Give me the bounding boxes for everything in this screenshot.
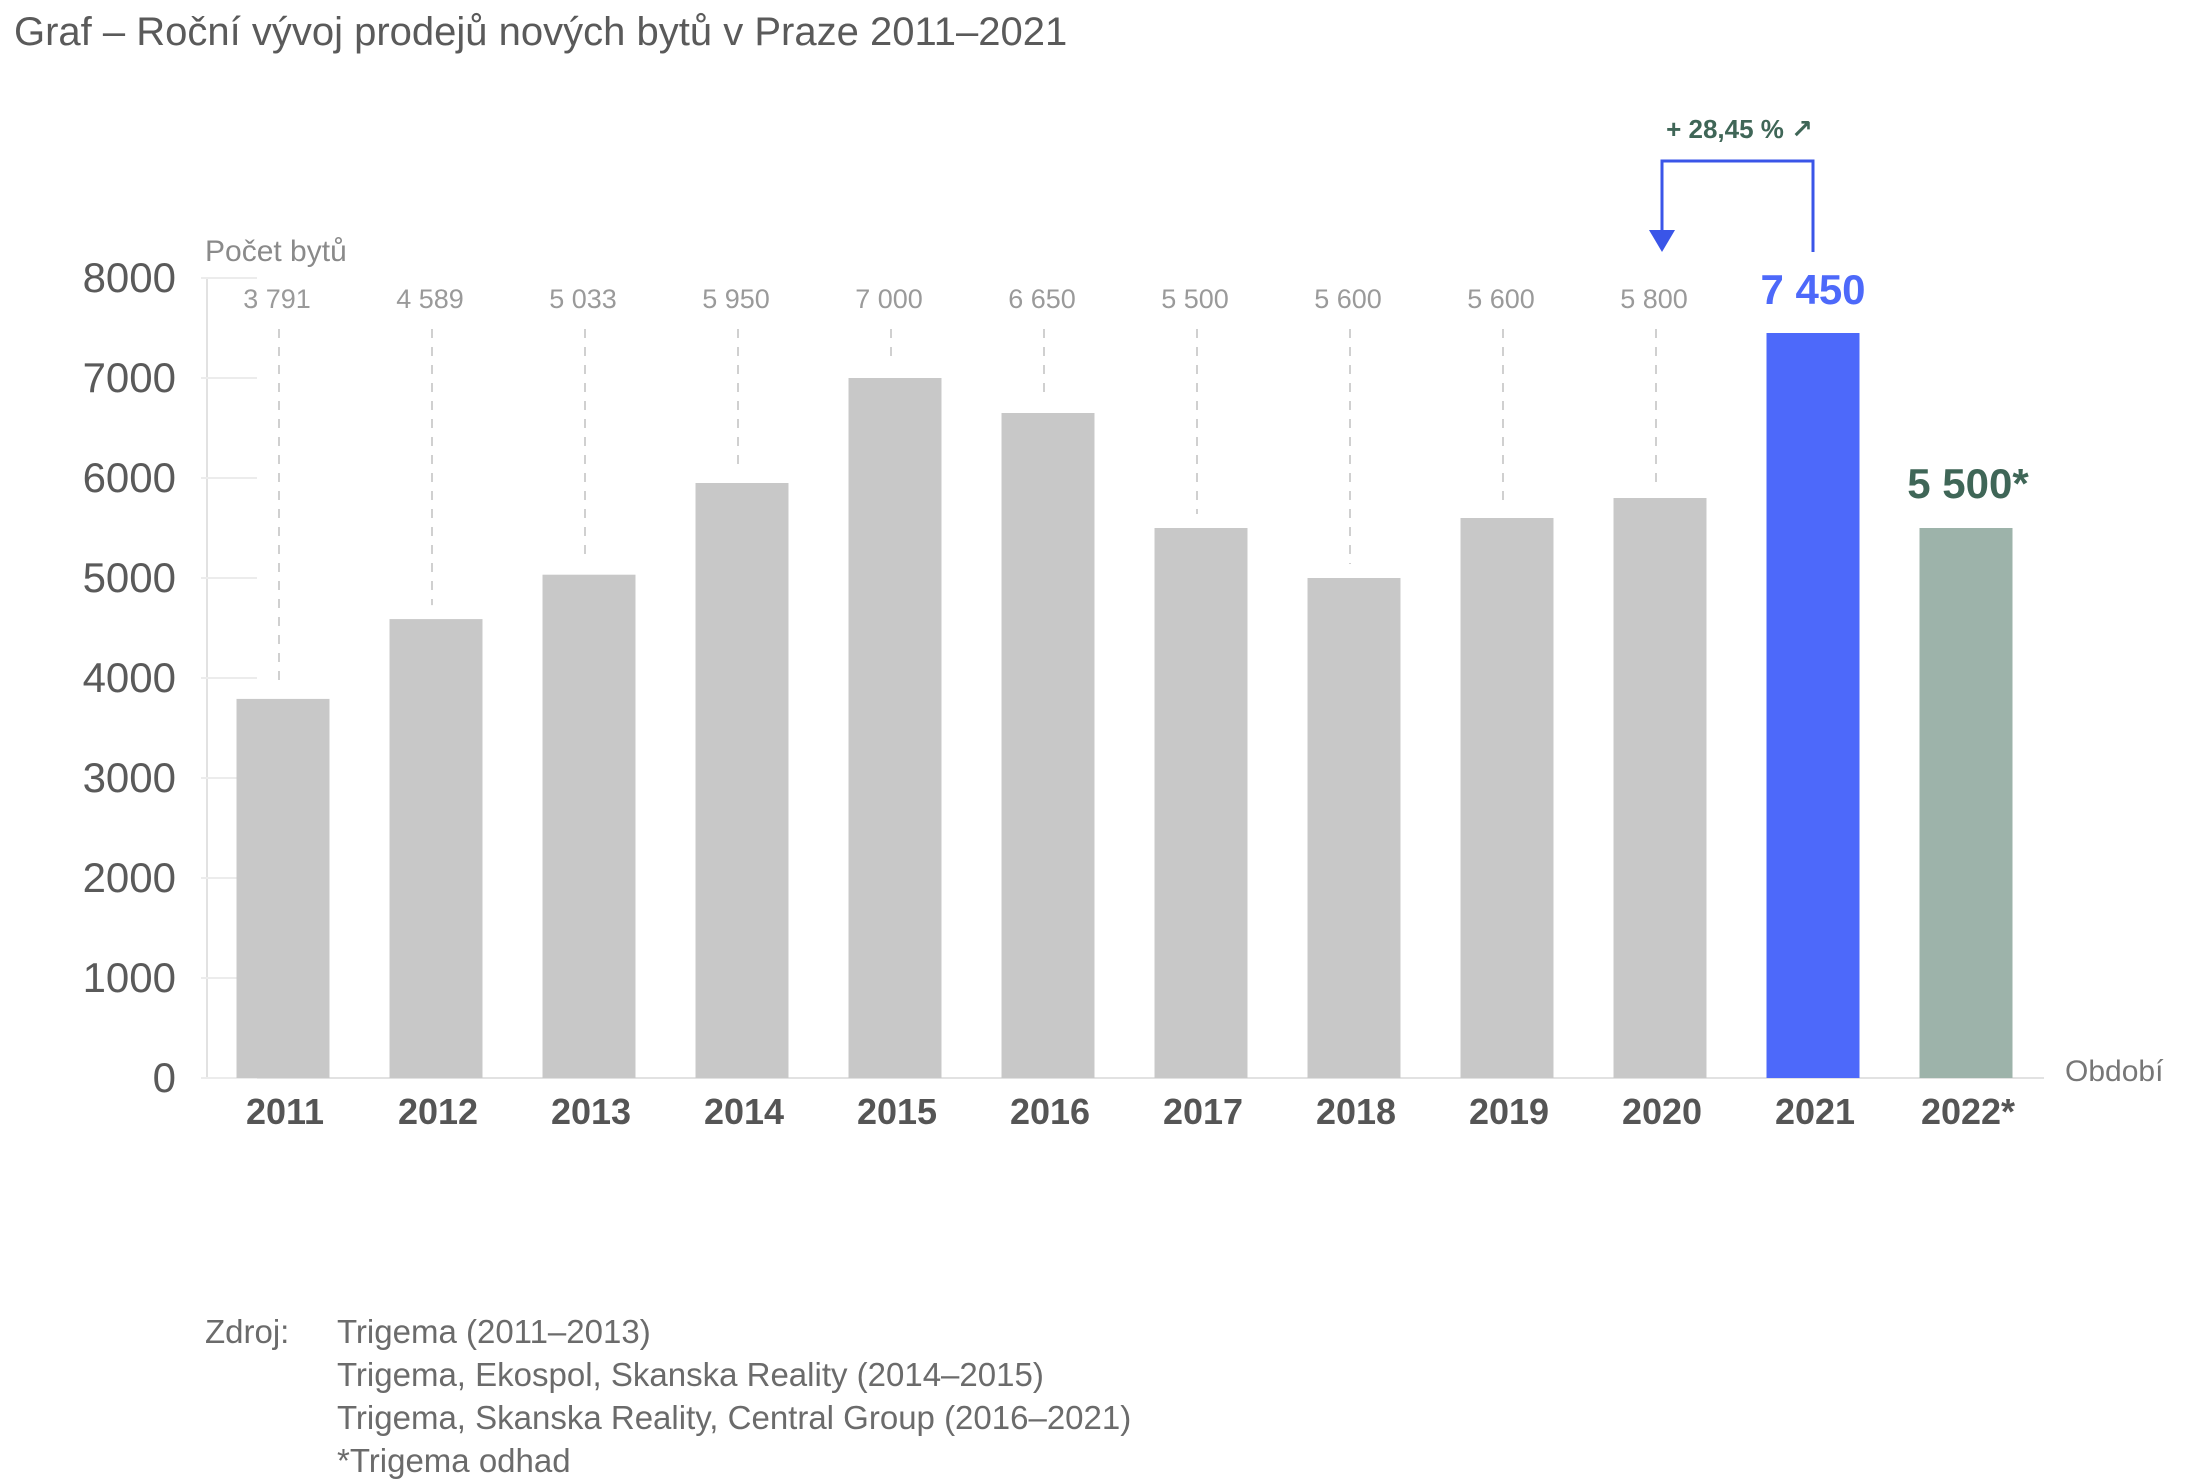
y-tick-label: 2000 [83, 854, 176, 901]
data-label: 5 800 [1620, 284, 1688, 314]
y-axis-label: Počet bytů [205, 235, 347, 268]
source-line: *Trigema odhad [337, 1442, 571, 1479]
arrow-head-icon [1649, 230, 1675, 252]
growth-annotation: + 28,45 % ↗ [1666, 114, 1813, 144]
growth-arrow-line [1660, 159, 1815, 252]
data-label: 5 500* [1907, 460, 2029, 507]
bar [1460, 518, 1554, 1078]
x-tick-label: 2017 [1163, 1091, 1243, 1132]
bar [389, 619, 483, 1078]
source-lines: Trigema (2011–2013) Trigema, Ekospol, Sk… [337, 1310, 1131, 1482]
x-axis-label: Období [2065, 1055, 2164, 1088]
data-label: 6 650 [1008, 284, 1076, 314]
x-tick-label: 2012 [398, 1091, 478, 1132]
y-tick-label: 5000 [83, 554, 176, 601]
y-tick-label: 6000 [83, 454, 176, 501]
bar [1766, 333, 1860, 1078]
data-label: 7 450 [1760, 266, 1865, 313]
bar [542, 574, 636, 1078]
x-tick-label: 2015 [857, 1091, 937, 1132]
bar [695, 483, 789, 1078]
bar [1154, 528, 1248, 1078]
y-tick-label: 3000 [83, 754, 176, 801]
data-label: 5 950 [702, 284, 770, 314]
data-label: 5 600 [1467, 284, 1535, 314]
data-label: 3 791 [243, 284, 311, 314]
x-tick-label: 2018 [1316, 1091, 1396, 1132]
x-tick-label: 2014 [704, 1091, 784, 1132]
source-label: Zdroj: [205, 1313, 290, 1350]
bar [1307, 578, 1401, 1078]
chart-title: Graf – Roční vývoj prodejů nových bytů v… [14, 10, 1068, 54]
x-tick-label: 2013 [551, 1091, 631, 1132]
bar [1001, 413, 1095, 1078]
x-tick-label: 2019 [1469, 1091, 1549, 1132]
data-label: 4 589 [396, 284, 464, 314]
y-tick-label: 1000 [83, 954, 176, 1001]
x-tick-label: 2021 [1775, 1091, 1855, 1132]
bar [236, 698, 330, 1078]
y-tick-label: 7000 [83, 354, 176, 401]
source-line: Trigema, Ekospol, Skanska Reality (2014–… [337, 1356, 1044, 1393]
bar [1613, 498, 1707, 1078]
x-tick-label: 2020 [1622, 1091, 1702, 1132]
data-label: 5 500 [1161, 284, 1229, 314]
x-tick-label: 2011 [246, 1091, 324, 1132]
source-line: Trigema (2011–2013) [337, 1313, 651, 1350]
bar [1919, 528, 2013, 1078]
bar [848, 378, 942, 1078]
source-line: Trigema, Skanska Reality, Central Group … [337, 1399, 1132, 1436]
y-tick-label: 4000 [83, 654, 176, 701]
data-label: 5 600 [1314, 284, 1382, 314]
data-label: 7 000 [855, 284, 923, 314]
y-tick-label: 8000 [83, 254, 176, 301]
x-tick-label: 2016 [1010, 1091, 1090, 1132]
x-tick-label: 2022* [1921, 1091, 2015, 1132]
data-label: 5 033 [549, 284, 617, 314]
y-tick-label: 0 [153, 1054, 176, 1101]
